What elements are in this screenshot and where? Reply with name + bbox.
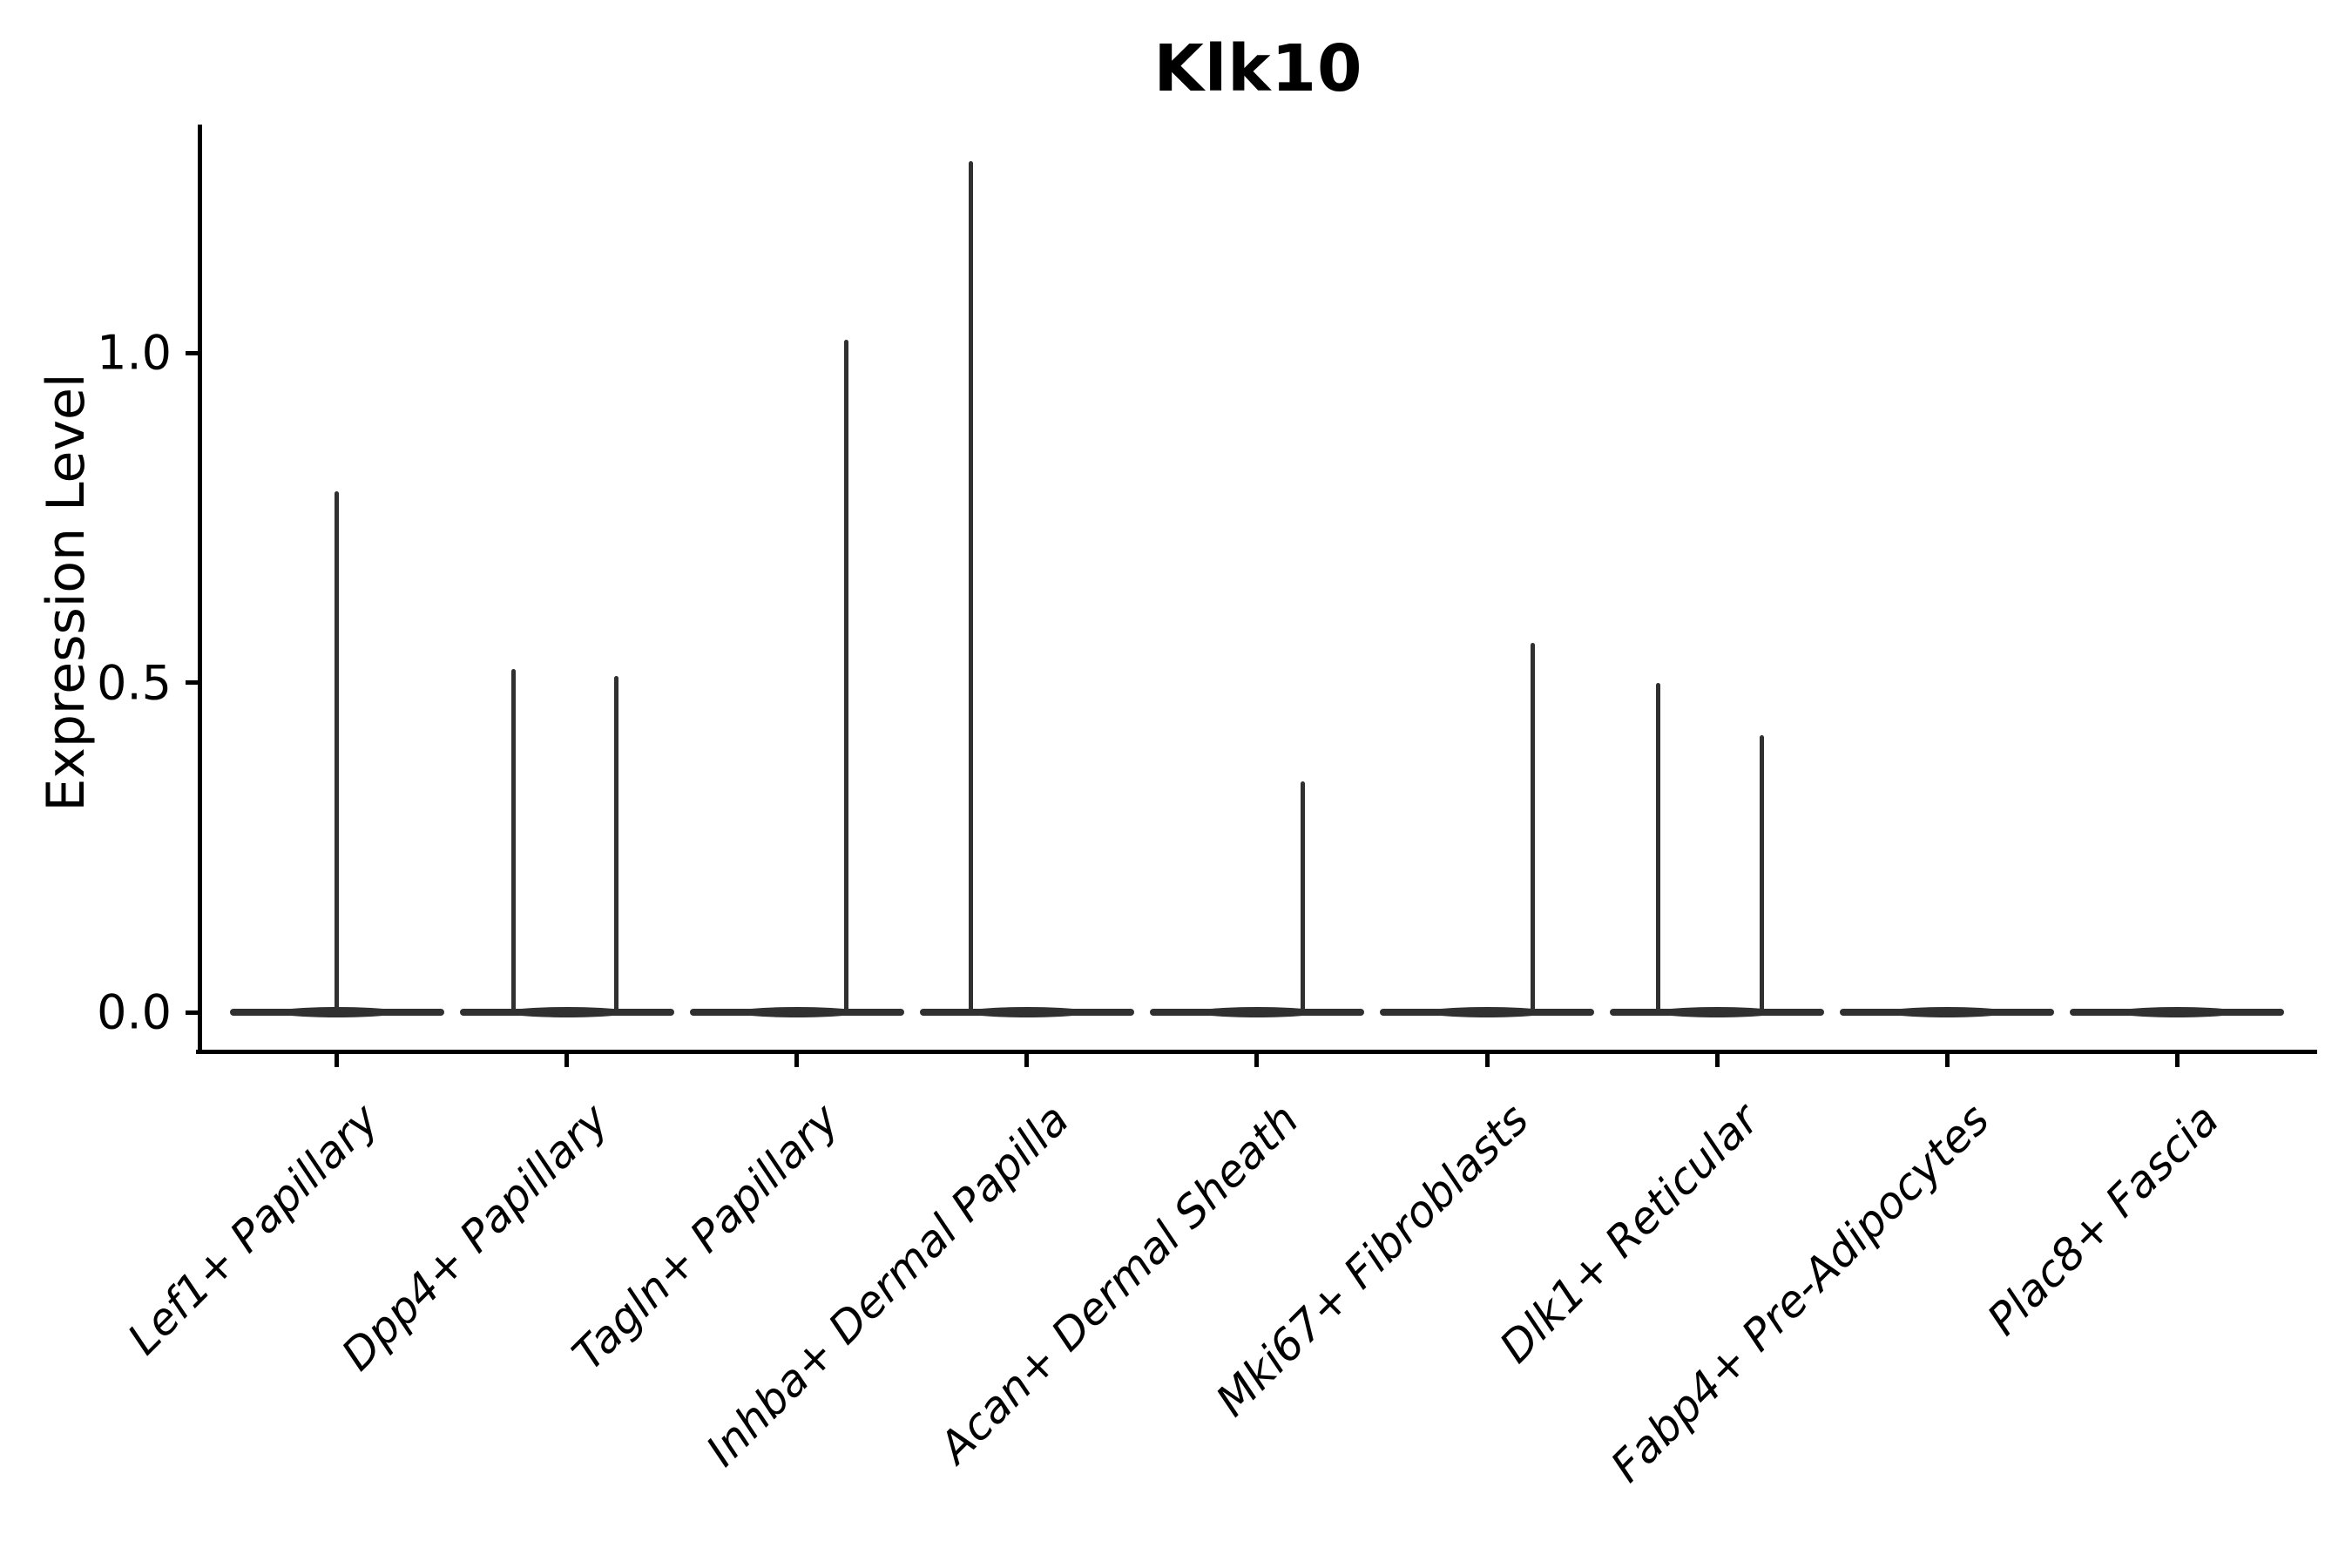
- violin-bulge: [1426, 1007, 1548, 1017]
- violin-spike: [1655, 682, 1660, 1012]
- y-tick: [186, 1010, 199, 1015]
- y-tick-label: 0.0: [97, 984, 172, 1040]
- x-tick-label: Lef1+ Papillary: [118, 1094, 389, 1365]
- violin-spike: [335, 490, 339, 1012]
- violin-spike: [843, 339, 848, 1012]
- violin-bulge: [965, 1007, 1088, 1017]
- x-tick: [1254, 1052, 1260, 1067]
- x-axis-spine: [196, 1050, 2317, 1054]
- x-tick: [2174, 1052, 2180, 1067]
- violin-bulge: [735, 1007, 858, 1017]
- x-tick: [1484, 1052, 1490, 1067]
- violin-spike: [1301, 781, 1306, 1012]
- violin-bulge: [275, 1007, 398, 1017]
- y-tick: [186, 680, 199, 685]
- x-tick: [1714, 1052, 1720, 1067]
- x-tick: [1944, 1052, 1950, 1067]
- x-tick-label: Inhba+ Dermal Papilla: [696, 1094, 1078, 1477]
- violin-bulge: [1195, 1007, 1318, 1017]
- violin-bulge: [1656, 1007, 1779, 1017]
- x-tick: [564, 1052, 570, 1067]
- x-tick-label: Fabp4+ Pre-Adipocytes: [1600, 1094, 1999, 1492]
- violin-spike: [1531, 643, 1536, 1012]
- y-tick: [186, 350, 199, 355]
- violin-spike: [510, 669, 516, 1012]
- violin-spike: [1760, 735, 1765, 1012]
- violin-bulge: [2116, 1007, 2239, 1017]
- y-axis-spine: [198, 125, 202, 1054]
- x-tick: [335, 1052, 339, 1067]
- violin-bulge: [505, 1007, 628, 1017]
- violin-spike: [613, 675, 618, 1012]
- violin-bulge: [1886, 1007, 2009, 1017]
- violin-spike: [969, 161, 974, 1012]
- x-tick: [1024, 1052, 1030, 1067]
- chart-title: Klk10: [1153, 31, 1363, 106]
- y-tick-label: 1.0: [97, 325, 172, 381]
- x-tick-label: Plac8+ Fascia: [1977, 1094, 2229, 1345]
- x-tick: [794, 1052, 800, 1067]
- y-tick-label: 0.5: [97, 655, 172, 710]
